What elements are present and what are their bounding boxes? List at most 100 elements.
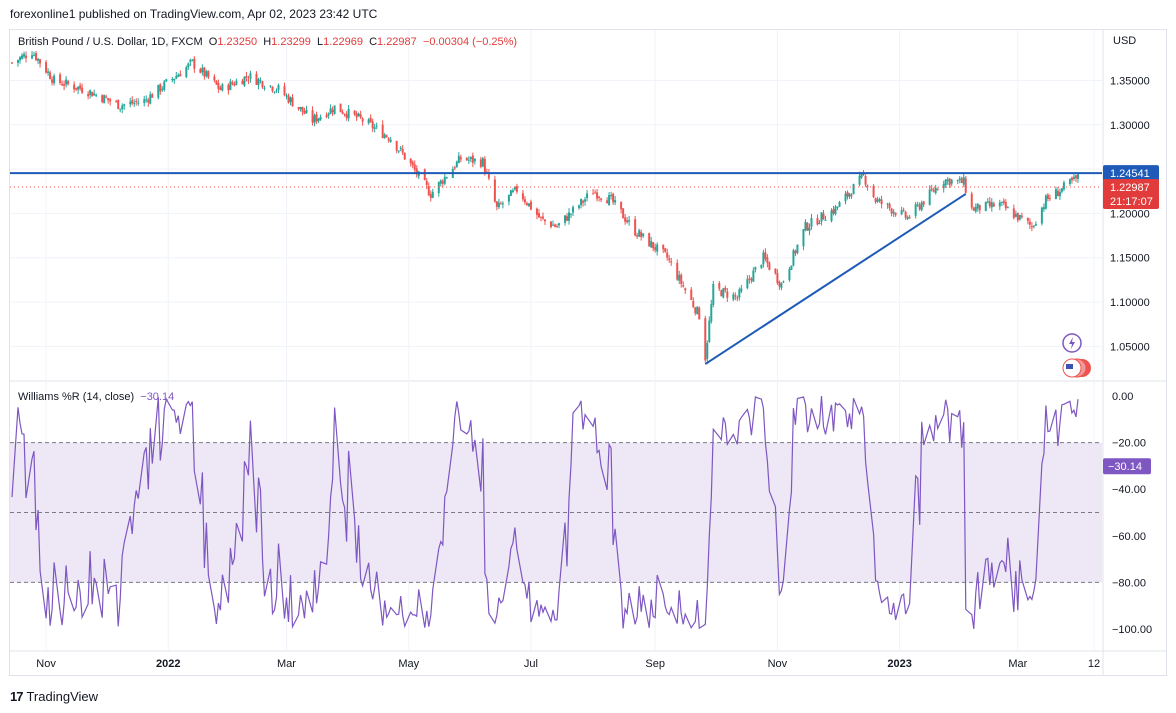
candle-body — [880, 199, 883, 204]
candle-body — [904, 211, 907, 218]
candle-body — [149, 94, 152, 104]
price-tick-label: 1.10000 — [1110, 297, 1150, 309]
wr-value-badge — [1103, 458, 1151, 475]
candle-body — [1074, 175, 1077, 179]
candle-body — [624, 217, 627, 222]
candle-body — [285, 95, 288, 97]
candle-body — [778, 281, 781, 287]
candle-body — [654, 247, 657, 251]
candle-body — [527, 203, 530, 207]
candle-body — [1076, 174, 1079, 180]
candle-body — [584, 199, 587, 202]
low-value: 1.22969 — [323, 36, 363, 48]
candle-body — [231, 82, 234, 85]
candle-body — [185, 67, 188, 78]
candle-body — [347, 108, 350, 119]
candle-body — [117, 99, 120, 109]
candle-body — [287, 95, 290, 103]
candle-body — [61, 83, 64, 86]
candle-body — [553, 224, 556, 227]
candle-body — [367, 119, 370, 124]
candle-body — [806, 222, 809, 231]
candle-body — [768, 262, 771, 270]
candle-body — [429, 194, 432, 198]
candle-body — [760, 264, 763, 268]
candle-body — [165, 79, 168, 82]
candle-body — [431, 191, 434, 198]
candle-body — [91, 91, 94, 97]
indicator-legend: Williams %R (14, close) −30.14 — [18, 391, 174, 403]
candle-body — [874, 198, 877, 202]
candle-body — [343, 113, 346, 115]
candle-body — [1056, 190, 1059, 197]
candle-body — [381, 124, 384, 138]
candle-body — [556, 226, 559, 228]
candle-body — [437, 181, 440, 194]
candle-body — [271, 86, 274, 92]
candle-body — [45, 62, 48, 73]
candle-body — [598, 196, 601, 198]
candle-body — [357, 113, 360, 117]
candle-body — [612, 193, 615, 203]
candle-body — [1072, 176, 1075, 179]
candle-body — [796, 244, 799, 253]
candle-body — [676, 262, 679, 280]
candle-body — [93, 93, 96, 96]
candle-body — [850, 195, 853, 197]
candle-body — [804, 221, 807, 231]
candle-body — [17, 59, 20, 63]
footer-brand[interactable]: 17 TradingView — [10, 689, 98, 704]
candle-body — [984, 201, 987, 211]
candle-body — [950, 179, 953, 184]
candle-body — [824, 219, 827, 221]
close-value: 1.22987 — [377, 36, 417, 48]
candle-body — [750, 278, 753, 281]
wr-tick-label: −100.00 — [1112, 624, 1152, 636]
candle-body — [656, 244, 659, 252]
candle-body — [163, 81, 166, 90]
last-price-label: 1.22987 — [1110, 182, 1150, 194]
candle-body — [465, 157, 468, 161]
candle-body — [361, 118, 364, 122]
time-tick-label: Mar — [1008, 658, 1027, 670]
candle-body — [159, 84, 162, 92]
candle-body — [564, 215, 567, 223]
candle-body — [600, 198, 603, 200]
candle-body — [299, 107, 302, 110]
candle-body — [1042, 207, 1045, 210]
candle-body — [802, 229, 805, 247]
price-legend: British Pound / U.S. Dollar, 1D, FXCM O1… — [18, 36, 517, 48]
candle-body — [297, 107, 300, 109]
candle-body — [664, 248, 667, 252]
candle-body — [642, 233, 645, 236]
candle-body — [888, 203, 891, 208]
candle-body — [990, 202, 993, 208]
time-tick-label: May — [398, 658, 419, 670]
candle-body — [75, 87, 78, 90]
candle-body — [718, 283, 721, 289]
candle-body — [780, 283, 783, 288]
candle-body — [507, 194, 510, 202]
candle-body — [401, 149, 404, 153]
candle-body — [558, 223, 561, 226]
symbol-name: British Pound / U.S. Dollar, 1D, FXCM — [18, 36, 203, 48]
candle-body — [570, 213, 573, 215]
candle-body — [319, 116, 322, 120]
time-tick-label: Mar — [277, 658, 296, 670]
candle-body — [73, 84, 76, 90]
candle-body — [291, 97, 294, 107]
candle-body — [329, 108, 332, 114]
time-tick-label: Sep — [645, 658, 665, 670]
candle-body — [610, 195, 613, 197]
candle-body — [443, 176, 446, 184]
candle-body — [471, 155, 474, 163]
tradingview-logo-icon: 17 — [10, 689, 24, 704]
candle-body — [1046, 194, 1049, 199]
wr-tick-label: −20.00 — [1112, 438, 1146, 450]
candle-body — [193, 58, 196, 69]
candle-body — [521, 193, 524, 200]
candle-body — [345, 114, 348, 118]
candle-body — [145, 99, 148, 101]
candle-body — [87, 93, 90, 97]
